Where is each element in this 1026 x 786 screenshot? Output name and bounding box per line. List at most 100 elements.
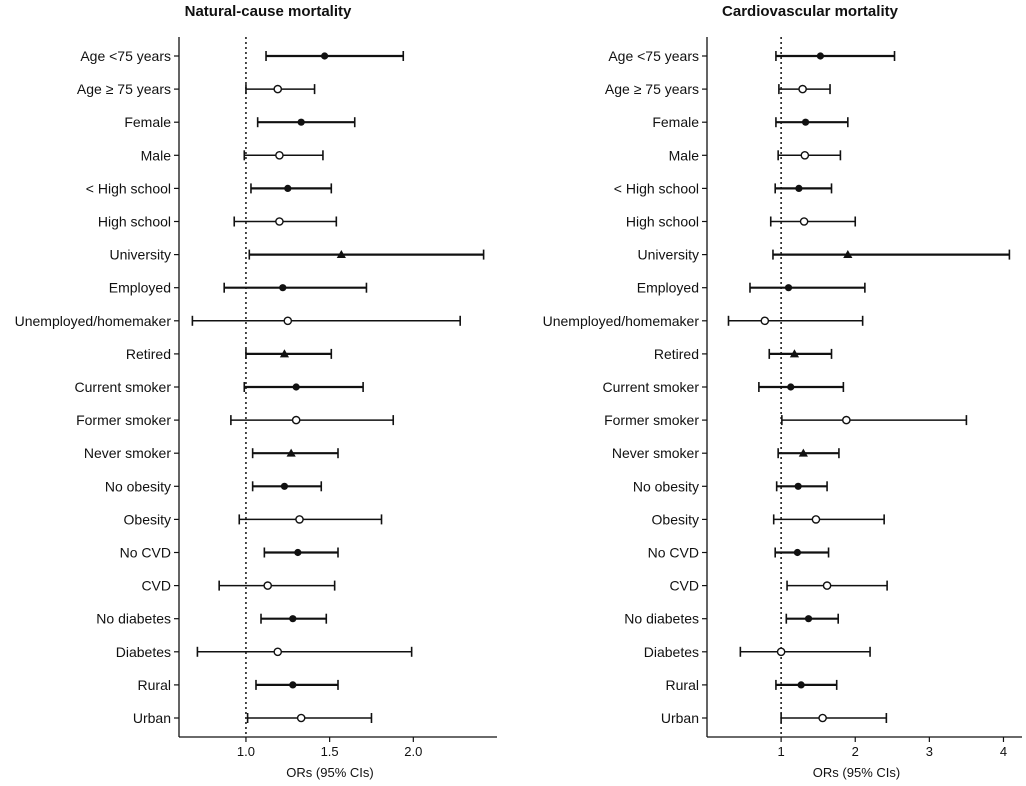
point-estimate <box>843 250 853 259</box>
point-estimate <box>283 316 293 326</box>
row-label: Rural <box>666 677 699 693</box>
forest-row: Female <box>652 114 849 130</box>
point-estimate <box>295 515 304 524</box>
forest-row: < High school <box>614 180 833 196</box>
row-label: Diabetes <box>644 644 699 660</box>
point-estimate <box>279 284 287 292</box>
forest-row: University <box>110 247 485 263</box>
forest-row: Age ≥ 75 years <box>605 81 831 97</box>
row-label: CVD <box>141 578 171 594</box>
point-estimate <box>336 250 346 259</box>
forest-row: Obesity <box>652 511 885 527</box>
x-tick-label: 3 <box>926 744 933 759</box>
row-label: Current smoker <box>603 379 700 395</box>
point-estimate <box>292 383 300 391</box>
forest-row: High school <box>98 214 338 230</box>
point-estimate <box>297 118 305 126</box>
forest-row: Urban <box>133 710 373 726</box>
point-estimate <box>296 713 306 723</box>
forest-row: Obesity <box>124 511 383 527</box>
point-estimate <box>793 548 802 557</box>
point-estimate <box>760 316 770 326</box>
forest-row: No obesity <box>105 478 323 494</box>
row-label: Urban <box>661 710 699 726</box>
forest-row: Unemployed/homemaker <box>15 313 461 329</box>
forest-row: Rural <box>138 677 339 693</box>
forest-row: Retired <box>126 346 333 362</box>
point-estimate <box>279 349 290 358</box>
point-estimate <box>273 84 283 94</box>
point-estimate <box>789 349 800 358</box>
forest-row: No CVD <box>648 545 830 561</box>
point-estimate <box>787 383 795 391</box>
row-label: No diabetes <box>96 611 171 627</box>
row-label: Age ≥ 75 years <box>605 81 699 97</box>
forest-row: No CVD <box>120 545 339 561</box>
x-tick-label: 1 <box>778 744 785 759</box>
row-label: No CVD <box>648 545 699 561</box>
forest-row: Age <75 years <box>608 48 896 64</box>
point-estimate <box>275 217 284 226</box>
row-label: Age <75 years <box>608 48 699 64</box>
point-estimate <box>797 681 805 689</box>
point-estimate <box>289 681 297 689</box>
x-tick-label: 4 <box>1000 744 1007 759</box>
forest-row: Employed <box>109 280 368 296</box>
forest-row: Never smoker <box>612 445 840 461</box>
row-label: Urban <box>133 710 171 726</box>
point-estimate <box>273 647 283 657</box>
row-label: Male <box>669 147 700 163</box>
forest-row: Never smoker <box>84 445 339 461</box>
x-tick-label: 2.0 <box>404 744 422 759</box>
forest-row: Current smoker <box>75 379 364 395</box>
row-label: Female <box>652 114 699 130</box>
x-axis-label: ORs (95% CIs) <box>286 765 373 780</box>
point-estimate <box>800 150 810 160</box>
row-label: Obesity <box>124 511 171 527</box>
row-label: Obesity <box>652 511 699 527</box>
point-estimate <box>289 615 297 623</box>
point-estimate <box>776 647 786 657</box>
row-label: Retired <box>126 346 171 362</box>
point-estimate <box>804 615 813 623</box>
forest-row: Age ≥ 75 years <box>77 81 316 97</box>
row-label: No CVD <box>120 545 171 561</box>
row-label: Unemployed/homemaker <box>543 313 700 329</box>
point-estimate <box>799 217 809 226</box>
panel-title: Cardiovascular mortality <box>722 3 899 20</box>
forest-row: Rural <box>666 677 838 693</box>
row-label: High school <box>98 214 171 230</box>
forest-row: < High school <box>86 180 333 196</box>
row-label: Male <box>141 147 172 163</box>
forest-row: Female <box>124 114 356 130</box>
forest-row: Diabetes <box>644 644 871 660</box>
row-label: Unemployed/homemaker <box>15 313 172 329</box>
point-estimate <box>263 581 273 590</box>
forest-row: Male <box>141 147 324 163</box>
point-estimate <box>280 482 289 490</box>
row-label: Employed <box>109 280 171 296</box>
row-label: No obesity <box>633 478 699 494</box>
forest-row: Unemployed/homemaker <box>543 313 864 329</box>
row-label: Current smoker <box>75 379 172 395</box>
forest-row: High school <box>626 214 857 230</box>
point-estimate <box>321 52 329 60</box>
row-label: Employed <box>637 280 699 296</box>
row-label: University <box>110 247 171 263</box>
point-estimate <box>798 84 807 94</box>
x-axis-label: ORs (95% CIs) <box>813 765 900 780</box>
forest-row: University <box>638 247 1011 263</box>
row-label: University <box>638 247 699 263</box>
forest-row: Former smoker <box>604 412 968 428</box>
point-estimate <box>286 448 296 457</box>
point-estimate <box>794 482 802 490</box>
row-label: Age ≥ 75 years <box>77 81 171 97</box>
forest-row: Male <box>669 147 842 163</box>
row-label: Retired <box>654 346 699 362</box>
row-label: < High school <box>614 180 699 196</box>
row-label: CVD <box>669 578 699 594</box>
forest-row: Age <75 years <box>80 48 405 64</box>
forest-row: No diabetes <box>96 611 328 627</box>
row-label: Former smoker <box>604 412 699 428</box>
row-label: Never smoker <box>612 445 699 461</box>
